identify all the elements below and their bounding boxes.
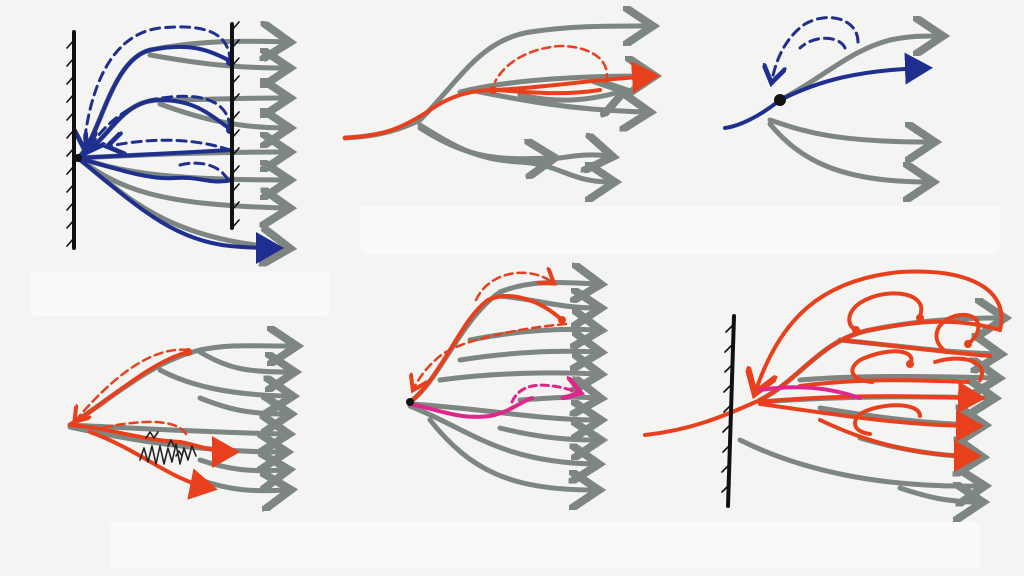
- left-wall: [721, 314, 736, 508]
- node-dot: [558, 316, 566, 324]
- node-dot: [852, 326, 860, 334]
- pink-path-group: [408, 385, 578, 419]
- gray-branch-tree: [75, 41, 285, 248]
- gray-branch-tree: [767, 36, 938, 182]
- red-path-group: [643, 269, 1004, 472]
- gray-branch-tree: [67, 346, 292, 491]
- red-path-group: [343, 44, 660, 140]
- left-wall: [66, 30, 76, 250]
- gray-branch-tree: [407, 282, 596, 490]
- red-path-group: [68, 348, 240, 500]
- panel-top-middle: [342, 26, 660, 182]
- panel-top-right: [723, 16, 938, 182]
- panel-bottom-middle: [406, 273, 596, 490]
- panel-top-left: [66, 21, 285, 264]
- scribble-mark: [139, 431, 197, 465]
- gray-branch-tree: [342, 26, 650, 182]
- red-path-group: [408, 273, 568, 404]
- right-wall: [230, 21, 240, 230]
- root-node: [406, 398, 414, 406]
- panel-bottom-left: [67, 346, 292, 500]
- label-wash: [360, 206, 1000, 254]
- blue-path-group: [76, 44, 284, 264]
- node-dot: [964, 340, 972, 348]
- panel-bottom-right: [643, 269, 1004, 508]
- label-wash: [30, 272, 330, 316]
- node-dot: [774, 94, 786, 106]
- blue-dashed-returns: [84, 25, 232, 182]
- blue-path-group: [723, 16, 933, 130]
- node-dot: [489, 86, 497, 94]
- node-dot: [184, 348, 192, 356]
- node-dot: [916, 314, 924, 322]
- label-wash: [110, 522, 980, 568]
- node-dot: [906, 360, 914, 368]
